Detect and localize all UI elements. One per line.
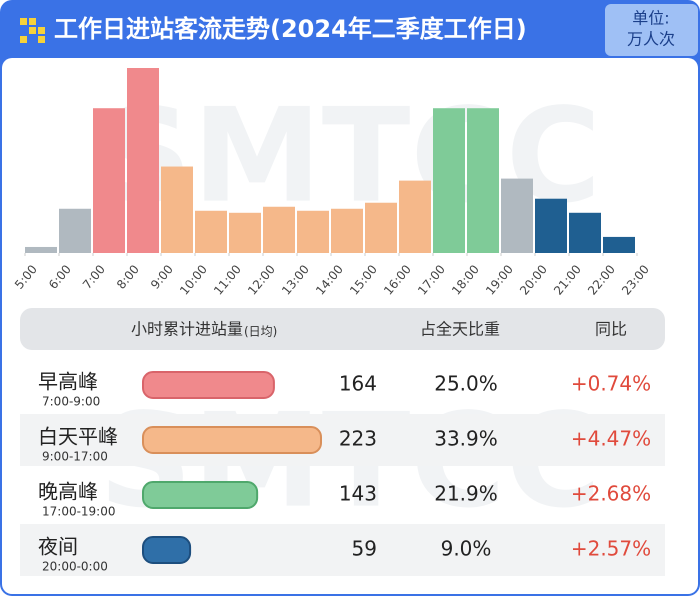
column-header-note: (日均) xyxy=(244,325,277,339)
bar xyxy=(535,198,567,253)
row-value: 164 xyxy=(339,372,377,396)
row-name: 夜间 xyxy=(38,535,78,559)
bar xyxy=(501,178,533,253)
bar xyxy=(263,206,295,253)
value-bar xyxy=(142,481,259,509)
bar xyxy=(25,246,57,253)
row-share: 25.0% xyxy=(434,372,498,396)
row-name: 白天平峰 xyxy=(38,425,118,449)
bar xyxy=(59,208,91,253)
row-share: 21.9% xyxy=(434,482,498,506)
value-bar xyxy=(142,426,322,454)
unit: 万人次 xyxy=(627,30,675,49)
row-time: 20:00-0:00 xyxy=(42,560,108,574)
row-value: 143 xyxy=(339,482,377,506)
bar xyxy=(297,210,329,253)
bar xyxy=(365,202,397,253)
logo xyxy=(20,18,45,43)
bar xyxy=(399,180,431,253)
unit-label: 单位: xyxy=(632,9,669,28)
bar xyxy=(229,212,261,253)
bar xyxy=(603,236,635,253)
bar xyxy=(93,108,125,253)
table-header xyxy=(20,308,665,350)
row-name: 晚高峰 xyxy=(38,480,98,504)
row-yoy: +4.47% xyxy=(571,427,651,451)
column-header: 占全天比重 xyxy=(420,320,500,339)
column-header: 小时累计进站量 xyxy=(131,320,243,339)
row-value: 59 xyxy=(352,537,377,561)
row-share: 9.0% xyxy=(441,537,492,561)
bar xyxy=(569,212,601,253)
row-yoy: +2.68% xyxy=(571,482,651,506)
bar xyxy=(331,208,363,253)
title: 工作日进站客流走势(2024年二季度工作日) xyxy=(54,15,527,43)
row-time: 17:00-19:00 xyxy=(42,505,116,519)
value-bar xyxy=(142,536,192,564)
row-time: 9:00-17:00 xyxy=(42,450,108,464)
row-background xyxy=(20,414,665,466)
unit-box xyxy=(605,4,698,56)
row-time: 7:00-9:00 xyxy=(42,395,100,409)
bar xyxy=(195,210,227,253)
value-bar xyxy=(142,371,275,399)
bar xyxy=(467,108,499,253)
row-yoy: +2.57% xyxy=(571,537,651,561)
row-name: 早高峰 xyxy=(38,370,98,394)
bar xyxy=(161,166,193,253)
row-background xyxy=(20,524,665,576)
row-value: 223 xyxy=(339,427,377,451)
bar xyxy=(127,68,159,253)
column-header: 同比 xyxy=(595,320,627,339)
row-share: 33.9% xyxy=(434,427,498,451)
bar xyxy=(433,108,465,253)
row-yoy: +0.74% xyxy=(571,372,651,396)
